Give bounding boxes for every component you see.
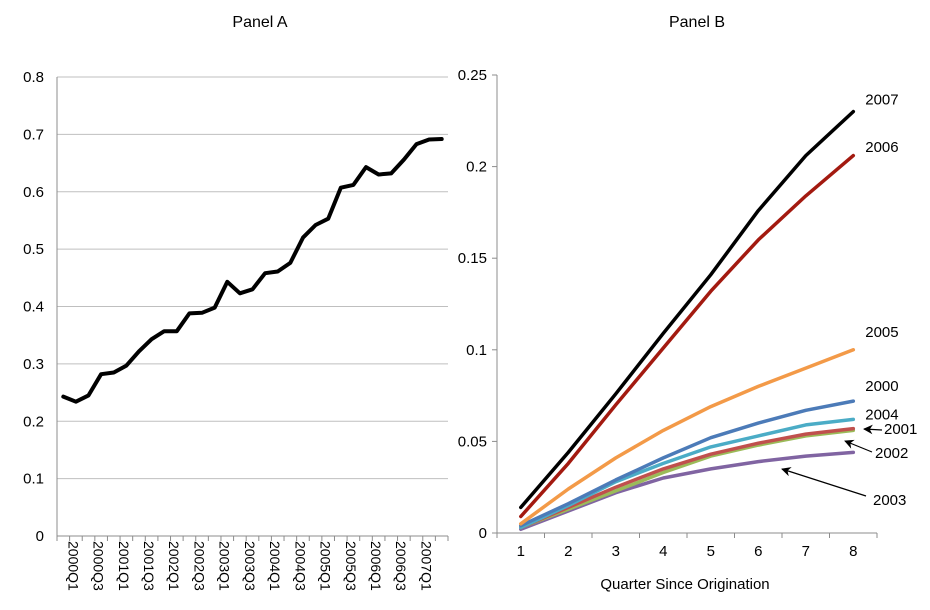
series-label-2007: 2007	[865, 92, 898, 109]
panel-a-x-tick-label: 2002Q3	[191, 541, 207, 591]
panel-b-x-tick-label: 7	[802, 543, 810, 560]
series-line-2002	[519, 428, 856, 530]
panel-a-x-tick-label: 2005Q3	[343, 541, 359, 591]
series-label-2005: 2005	[865, 324, 898, 341]
panel-a-x-tick-label: 2004Q1	[267, 541, 283, 591]
panel-a-y-tick-label: 0.2	[23, 413, 44, 430]
panel-a-gridlines	[57, 76, 448, 480]
panel-a-y-tick-label: 0.5	[23, 241, 44, 258]
panel-a-y-tick-label: 0.7	[23, 126, 44, 143]
panel-a-x-tick-label: 2007Q1	[418, 541, 434, 591]
series-label-2002: 2002	[875, 445, 908, 462]
panel-b-y-tick-label: 0	[479, 525, 487, 542]
panel-a-y-tick-label: 0.1	[23, 471, 44, 488]
panel-b-x-tick-label: 6	[754, 543, 762, 560]
panel-a-y-tick-label: 0	[36, 528, 44, 545]
series-label-2004: 2004	[865, 406, 898, 423]
panel-b-annotation-arrows	[781, 424, 883, 497]
panel-b-title: Panel B	[669, 14, 725, 31]
panel-b-y-axis: 0 0.05 0.1 0.15 0.2 0.25	[458, 67, 498, 542]
panel-b-x-tick-label: 3	[612, 543, 620, 560]
panel-a-x-tick-label: 2002Q1	[166, 541, 182, 591]
arrow-2002	[844, 439, 873, 453]
series-label-2003: 2003	[873, 492, 906, 509]
panel-b-x-tick-label: 1	[517, 543, 525, 560]
series-line-2000	[519, 399, 856, 528]
panel-b-y-tick-label: 0.05	[458, 433, 487, 450]
panel-a-y-tick-label: 0.4	[23, 299, 44, 316]
panel-a-x-tick-label: 2003Q1	[217, 541, 233, 591]
panel-a-x-tick-label: 2000Q1	[65, 541, 81, 591]
arrow-2003	[781, 467, 867, 497]
panel-b-y-tick-label: 0.1	[466, 342, 487, 359]
panel-b-x-tick-label: 8	[849, 543, 857, 560]
series-line-2005	[519, 348, 856, 526]
panel-a-y-axis: 0 0.1 0.2 0.3 0.4 0.5 0.6 0.7 0.8	[23, 69, 448, 545]
panel-a-x-tick-label: 2006Q3	[393, 541, 409, 591]
panel-a-y-tick-label: 0.6	[23, 184, 44, 201]
series-line-2001	[519, 426, 856, 530]
panel-b-x-tick-label: 5	[707, 543, 715, 560]
series-line-2006	[519, 153, 856, 519]
panel-b-y-tick-label: 0.2	[466, 159, 487, 176]
panel-a-series	[61, 137, 444, 404]
series-label-2001: 2001	[884, 421, 917, 438]
panel-a-x-tick-label: 2001Q1	[116, 541, 132, 591]
panel-b-series	[519, 109, 856, 532]
panel-a-x-tick-label: 2006Q1	[368, 541, 384, 591]
panel-a-x-tick-label: 2001Q3	[141, 541, 157, 591]
panel-b-x-axis-label: Quarter Since Origination	[600, 576, 769, 593]
panel-b-x-tick-label: 4	[659, 543, 667, 560]
panel-a-x-tick-label: 2004Q3	[292, 541, 308, 591]
panel-b-y-tick-label: 0.15	[458, 250, 487, 267]
arrow-2001	[863, 424, 883, 435]
series-label-2000: 2000	[865, 378, 898, 395]
panel-a-x-axis: 2000Q1 2000Q3 2001Q1 2001Q3 2002Q1 2002Q3 2003…	[56, 536, 449, 591]
series-label-2006: 2006	[865, 139, 898, 156]
series-line-2007	[519, 109, 856, 510]
panel-a-y-tick-label: 0.3	[23, 356, 44, 373]
panel-b-y-tick-label: 0.25	[458, 67, 487, 84]
panel-b-x-axis: 1 2 3 4 5 6 7 8	[496, 532, 878, 560]
panel-a-title: Panel A	[232, 14, 287, 31]
panel-a-y-tick-label: 0.8	[23, 69, 44, 86]
panel-a-x-tick-label: 2003Q3	[242, 541, 258, 591]
panel-a-line	[61, 137, 444, 404]
panel-a-x-tick-label: 2005Q1	[318, 541, 334, 591]
panel-b-chart: Panel B 0 0.05 0.1 0.15 0.2 0.25 1 2 3 4 5 6 7 8 Qua…	[458, 14, 918, 593]
panel-a-chart: Panel A 0 0.1 0.2 0.3 0.4 0.5 0.6 0.7 0.8 2000Q1…	[23, 14, 449, 591]
panel-b-x-tick-label: 2	[564, 543, 572, 560]
panel-a-x-tick-label: 2000Q3	[91, 541, 107, 591]
